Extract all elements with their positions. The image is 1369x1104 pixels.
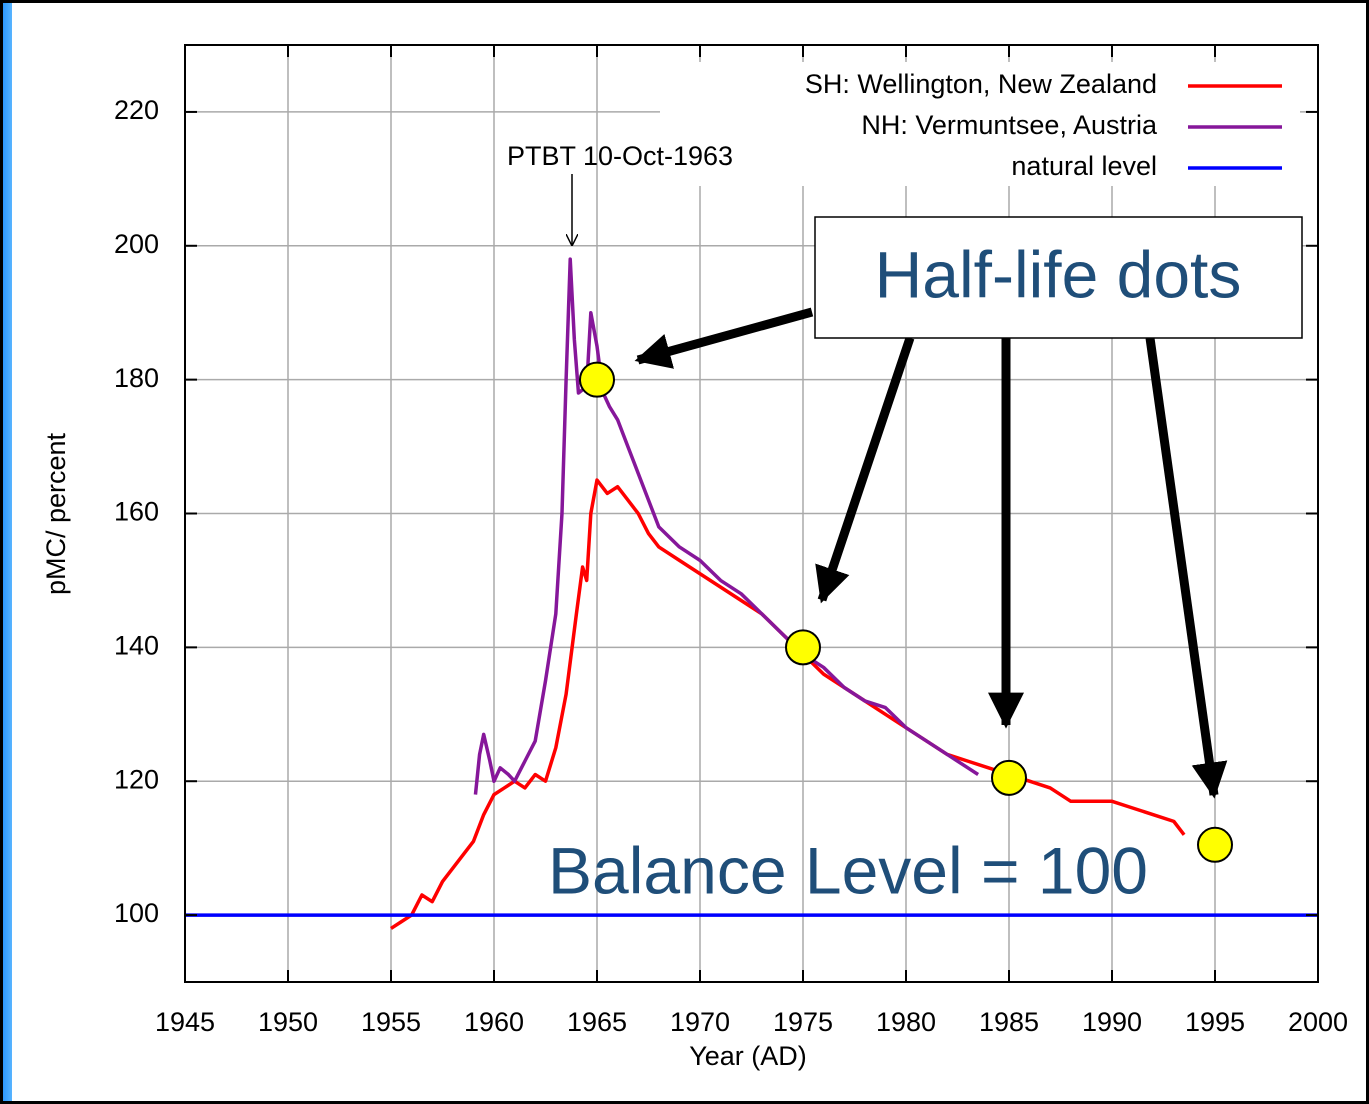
x-tick-label: 1970: [670, 1007, 730, 1037]
callout-arrow: [1145, 337, 1228, 799]
half-life-dot: [1197, 826, 1233, 863]
x-tick-label: 1960: [464, 1007, 524, 1037]
y-tick-label: 120: [114, 764, 159, 794]
y-tick-label: 200: [114, 229, 159, 259]
y-tick-label: 100: [114, 898, 159, 928]
legend-label: natural level: [1011, 151, 1157, 181]
x-tick-label: 1980: [876, 1007, 936, 1037]
x-tick-label: 1985: [979, 1007, 1039, 1037]
x-tick-label: 1990: [1082, 1007, 1142, 1037]
x-tick-label: 2000: [1288, 1007, 1348, 1037]
callout-arrows: [634, 307, 1228, 799]
x-tick-label: 1950: [258, 1007, 318, 1037]
x-tick-label: 1975: [773, 1007, 833, 1037]
callout-label: Half-life dots: [875, 237, 1242, 311]
x-tick-label: 1955: [361, 1007, 421, 1037]
x-tick-label: 1995: [1185, 1007, 1245, 1037]
y-axis-label: pMC/ percent: [41, 432, 71, 595]
callout-arrow: [634, 307, 814, 369]
half-life-dot: [785, 629, 821, 666]
y-tick-label: 160: [114, 497, 159, 527]
annotation: Balance Level = 100: [548, 833, 1148, 907]
legend-background: [660, 62, 1300, 186]
half-life-dot: [579, 361, 615, 398]
x-tick-label: 1965: [567, 1007, 627, 1037]
x-tick-label: 1945: [155, 1007, 215, 1037]
line: [473, 257, 980, 795]
x-axis-label: Year (AD): [689, 1041, 807, 1071]
callout-arrow: [815, 336, 915, 604]
y-tick-label: 140: [114, 630, 159, 660]
annotation: PTBT 10-Oct-1963: [507, 141, 733, 171]
legend-label: NH: Vermuntsee, Austria: [861, 110, 1158, 140]
half-life-dot: [991, 759, 1027, 796]
y-tick-label: 220: [114, 95, 159, 125]
legend-label: SH: Wellington, New Zealand: [805, 69, 1157, 99]
y-tick-label: 180: [114, 363, 159, 393]
callout-box: [814, 216, 1303, 339]
